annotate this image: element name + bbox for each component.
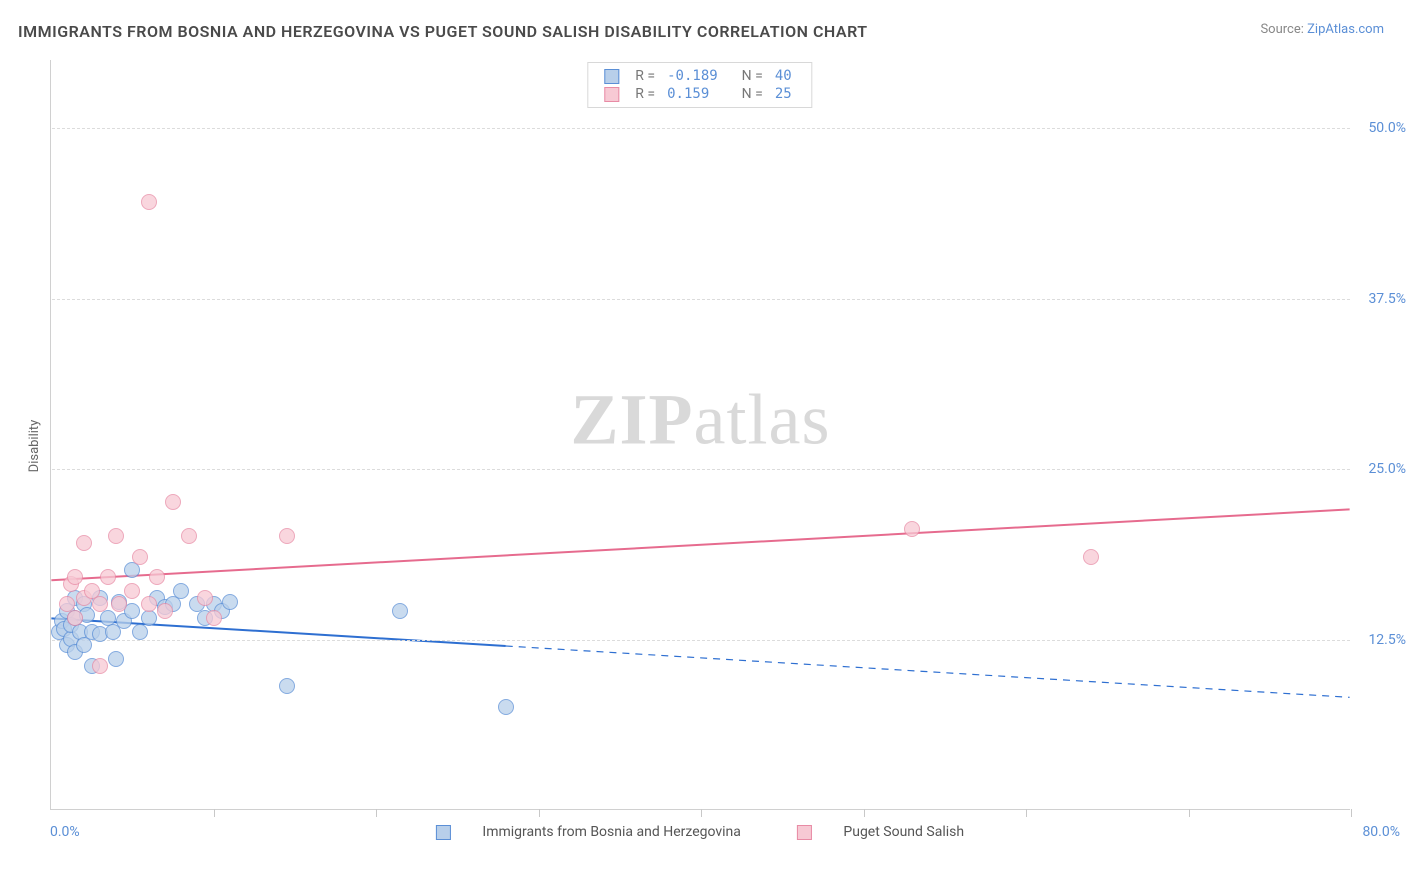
watermark-light: atlas xyxy=(694,379,831,459)
legend-r-value: 0.159 xyxy=(661,85,724,103)
data-point xyxy=(222,594,238,610)
x-axis-max-label: 80.0% xyxy=(1362,824,1400,840)
legend-n-label: N = xyxy=(736,67,769,85)
y-axis-label: Disability xyxy=(27,420,42,473)
data-point xyxy=(76,637,92,653)
trendline-solid xyxy=(51,509,1349,580)
data-point xyxy=(108,528,124,544)
x-tick xyxy=(539,809,540,817)
gridline xyxy=(52,299,1350,300)
source-attribution: Source: ZipAtlas.com xyxy=(1260,22,1384,37)
data-point xyxy=(141,610,157,626)
y-tick-label: 25.0% xyxy=(1368,461,1406,477)
chart-title: IMMIGRANTS FROM BOSNIA AND HERZEGOVINA V… xyxy=(18,22,868,41)
data-point xyxy=(157,603,173,619)
data-point xyxy=(100,569,116,585)
legend-swatch xyxy=(797,825,812,840)
data-point xyxy=(392,603,408,619)
data-point xyxy=(165,494,181,510)
legend-r-value: -0.189 xyxy=(661,67,724,85)
legend-series: Immigrants from Bosnia and Herzegovina xyxy=(422,824,755,840)
gridline xyxy=(52,469,1350,470)
legend-r-label: R = xyxy=(629,85,661,103)
plot-area: ZIPatlas 12.5%25.0%37.5%50.0% xyxy=(50,60,1350,810)
data-point xyxy=(206,610,222,626)
x-axis-min-label: 0.0% xyxy=(50,824,80,840)
data-point xyxy=(132,549,148,565)
x-tick xyxy=(1189,809,1190,817)
data-point xyxy=(181,528,197,544)
legend-swatch xyxy=(436,825,451,840)
source-label: Source: xyxy=(1260,22,1303,37)
data-point xyxy=(92,596,108,612)
legend-series: Puget Sound Salish xyxy=(783,824,978,840)
data-point xyxy=(197,590,213,606)
y-tick-label: 50.0% xyxy=(1368,120,1406,136)
data-point xyxy=(67,610,83,626)
data-point xyxy=(76,535,92,551)
gridline xyxy=(52,128,1350,129)
correlation-legend: R =-0.189 N =40 R =0.159 N =25 xyxy=(587,62,812,108)
data-point xyxy=(92,658,108,674)
data-point xyxy=(149,569,165,585)
data-point xyxy=(173,583,189,599)
data-point xyxy=(111,596,127,612)
legend-series-label: Puget Sound Salish xyxy=(843,824,964,840)
legend-swatch xyxy=(604,87,619,102)
x-tick xyxy=(1026,809,1027,817)
gridline xyxy=(52,640,1350,641)
data-point xyxy=(279,678,295,694)
legend-row: R =0.159 N =25 xyxy=(598,85,797,103)
watermark-bold: ZIP xyxy=(571,379,694,459)
y-tick-label: 12.5% xyxy=(1368,632,1406,648)
legend-n-value: 40 xyxy=(769,67,798,85)
data-point xyxy=(124,583,140,599)
data-point xyxy=(279,528,295,544)
x-tick xyxy=(376,809,377,817)
scatter-chart: ZIPatlas 12.5%25.0%37.5%50.0% R =-0.189 N… xyxy=(50,60,1350,810)
legend-series-label: Immigrants from Bosnia and Herzegovina xyxy=(482,824,741,840)
source-link[interactable]: ZipAtlas.com xyxy=(1307,22,1384,37)
legend-row: R =-0.189 N =40 xyxy=(598,67,797,85)
x-tick xyxy=(1351,809,1352,817)
data-point xyxy=(132,624,148,640)
legend-n-label: N = xyxy=(736,85,769,103)
x-tick xyxy=(214,809,215,817)
data-point xyxy=(67,569,83,585)
watermark: ZIPatlas xyxy=(571,378,831,461)
series-legend: Immigrants from Bosnia and Herzegovina P… xyxy=(408,824,992,840)
legend-n-value: 25 xyxy=(769,85,798,103)
data-point xyxy=(124,562,140,578)
legend-r-label: R = xyxy=(629,67,661,85)
trendline-dashed xyxy=(506,646,1350,697)
data-point xyxy=(108,651,124,667)
data-point xyxy=(141,596,157,612)
x-tick xyxy=(701,809,702,817)
trendlines-layer xyxy=(51,60,1350,809)
legend-swatch xyxy=(604,69,619,84)
data-point xyxy=(1083,549,1099,565)
data-point xyxy=(141,194,157,210)
data-point xyxy=(904,521,920,537)
x-tick xyxy=(864,809,865,817)
y-tick-label: 37.5% xyxy=(1368,291,1406,307)
data-point xyxy=(498,699,514,715)
